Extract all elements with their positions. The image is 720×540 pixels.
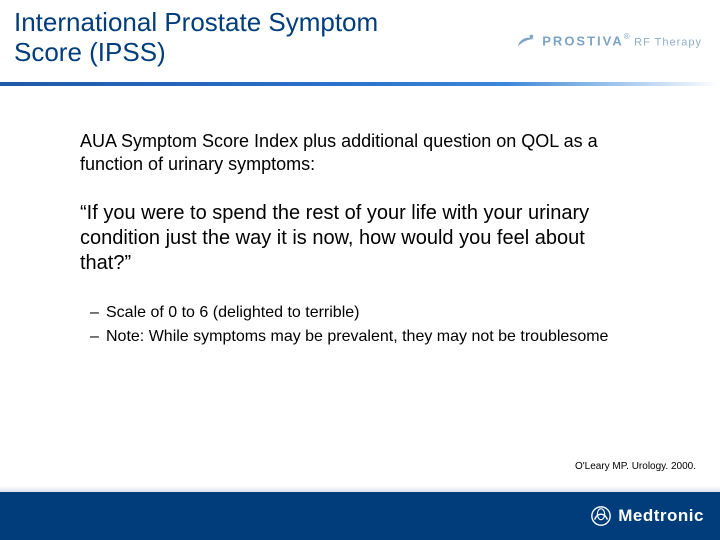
- slide: International Prostate Symptom Score (IP…: [0, 0, 720, 540]
- title-band: International Prostate Symptom Score (IP…: [0, 0, 720, 100]
- intro-paragraph: AUA Symptom Score Index plus additional …: [80, 130, 640, 175]
- product-tag: RF Therapy: [634, 36, 702, 48]
- footer-brand: Medtronic: [590, 505, 704, 527]
- brand-name: PROSTIVA: [542, 33, 624, 48]
- registered-mark: ®: [624, 32, 630, 41]
- medtronic-logo-icon: [590, 505, 612, 527]
- body-content: AUA Symptom Score Index plus additional …: [80, 130, 640, 349]
- list-item: Note: While symptoms may be prevalent, t…: [90, 326, 640, 348]
- slide-title: International Prostate Symptom Score (IP…: [14, 8, 434, 68]
- sub-list: Scale of 0 to 6 (delighted to terrible) …: [90, 302, 640, 347]
- quote-paragraph: “If you were to spend the rest of your l…: [80, 201, 640, 276]
- footer-company: Medtronic: [618, 506, 704, 526]
- swoosh-icon: [514, 30, 536, 52]
- accent-line: [0, 82, 720, 86]
- citation: O'Leary MP. Urology. 2000.: [575, 461, 696, 472]
- header-brand: PROSTIVA® RF Therapy: [514, 30, 702, 52]
- footer: Medtronic: [0, 492, 720, 540]
- list-item: Scale of 0 to 6 (delighted to terrible): [90, 302, 640, 324]
